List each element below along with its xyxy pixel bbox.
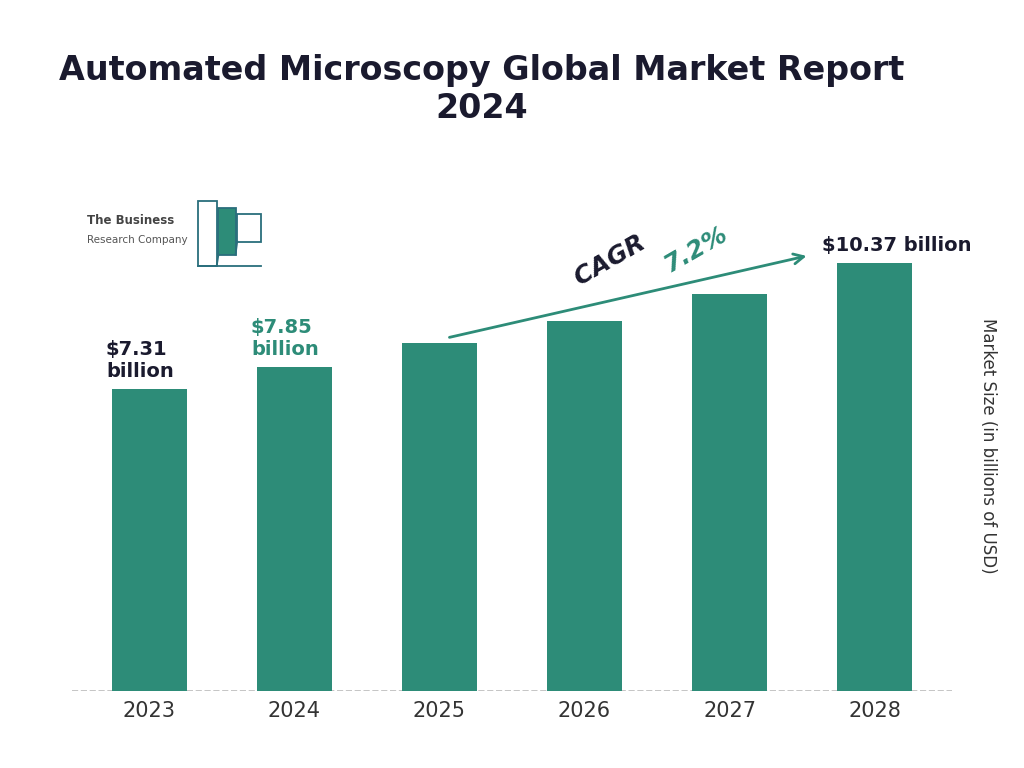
Text: The Business: The Business (87, 214, 174, 227)
Text: CAGR: CAGR (570, 227, 656, 290)
Bar (692, 294, 767, 691)
Text: 7.2%: 7.2% (659, 222, 732, 277)
Text: $10.37 billion: $10.37 billion (822, 236, 972, 254)
Bar (547, 321, 623, 691)
Bar (257, 367, 332, 691)
Bar (837, 263, 912, 691)
Bar (238, 214, 261, 242)
Bar (198, 201, 217, 266)
Bar (401, 343, 477, 691)
Text: $7.31
billion: $7.31 billion (105, 340, 174, 381)
Bar (112, 389, 187, 691)
Text: Automated Microscopy Global Market Report
2024: Automated Microscopy Global Market Repor… (58, 54, 904, 125)
Bar (218, 208, 236, 254)
Text: Market Size (in billions of USD): Market Size (in billions of USD) (979, 318, 997, 573)
Text: $7.85
billion: $7.85 billion (251, 318, 318, 359)
Text: Research Company: Research Company (87, 235, 187, 245)
